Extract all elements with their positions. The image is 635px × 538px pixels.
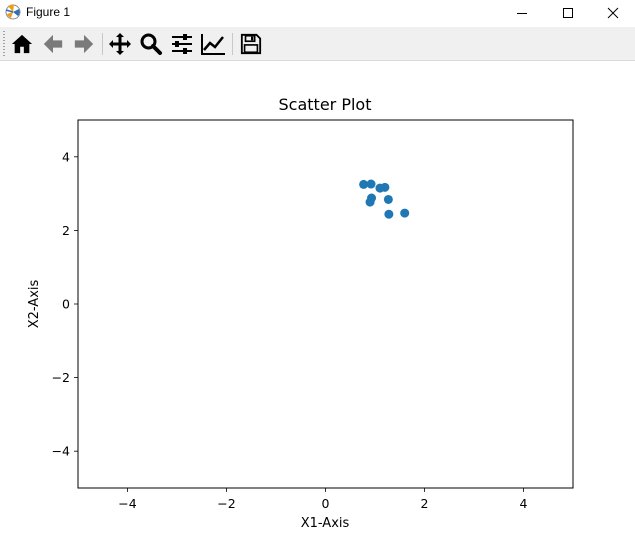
chart-line-icon xyxy=(201,34,225,55)
y-tick-label: −2 xyxy=(52,370,70,385)
scatter-points xyxy=(359,179,410,219)
zoom-button[interactable] xyxy=(138,31,164,57)
toolbar-separator xyxy=(232,33,233,55)
forward-button[interactable] xyxy=(71,31,97,57)
pan-button[interactable] xyxy=(107,31,133,57)
y-tick-label: 4 xyxy=(62,149,70,164)
home-button[interactable] xyxy=(9,31,35,57)
maximize-icon xyxy=(563,7,573,18)
back-button[interactable] xyxy=(40,31,66,57)
save-button[interactable] xyxy=(238,31,264,57)
window-title: Figure 1 xyxy=(26,5,71,19)
edit-parameters-button[interactable] xyxy=(200,31,226,57)
toolbar-separator xyxy=(102,33,103,55)
scatter-point xyxy=(383,194,393,204)
scatter-point xyxy=(380,182,390,192)
move-icon xyxy=(109,33,131,55)
x-tick-label: 4 xyxy=(520,496,528,511)
y-axis: −4 −2 0 2 4 xyxy=(52,149,78,459)
scatter-point xyxy=(366,179,376,189)
close-button[interactable] xyxy=(590,0,635,25)
scatter-point xyxy=(400,208,410,218)
axes-frame xyxy=(77,119,574,489)
minimize-icon xyxy=(517,12,527,14)
window-titlebar: Figure 1 xyxy=(0,0,635,25)
scatter-point xyxy=(384,209,394,219)
matplotlib-icon xyxy=(5,4,21,20)
maximize-button[interactable] xyxy=(545,0,591,25)
toolbar-grip[interactable] xyxy=(3,31,5,57)
x-tick-label: −4 xyxy=(118,496,136,511)
figure-canvas[interactable]: Scatter Plot −4 −2 0 2 4 −4 −2 0 2 4 X1-Axis X2-… xyxy=(0,61,635,538)
chart-title: Scatter Plot xyxy=(279,95,372,114)
x-axis: −4 −2 0 2 4 xyxy=(118,488,528,511)
minimize-button[interactable] xyxy=(499,0,545,25)
scatter-point xyxy=(359,179,369,189)
scatter-point xyxy=(365,197,375,207)
y-tick-label: −4 xyxy=(52,444,70,459)
save-icon xyxy=(240,33,262,55)
navigation-toolbar xyxy=(0,27,635,61)
arrow-left-icon xyxy=(43,34,63,54)
y-tick-label: 0 xyxy=(62,297,70,312)
configure-subplots-button[interactable] xyxy=(169,31,195,57)
x-tick-label: 0 xyxy=(322,496,330,511)
y-tick-label: 2 xyxy=(62,223,70,238)
close-icon xyxy=(607,7,619,18)
x-tick-label: −2 xyxy=(217,496,235,511)
x-tick-label: 2 xyxy=(421,496,429,511)
sliders-icon xyxy=(172,34,192,54)
arrow-right-icon xyxy=(74,34,94,54)
home-icon xyxy=(11,34,33,54)
zoom-icon xyxy=(140,33,162,55)
x-axis-label: X1-Axis xyxy=(301,516,350,531)
y-axis-label: X2-Axis xyxy=(27,280,42,329)
